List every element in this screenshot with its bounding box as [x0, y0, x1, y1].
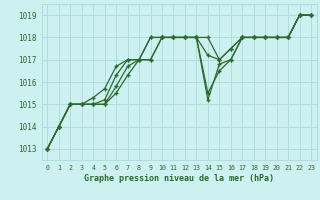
- X-axis label: Graphe pression niveau de la mer (hPa): Graphe pression niveau de la mer (hPa): [84, 174, 274, 183]
